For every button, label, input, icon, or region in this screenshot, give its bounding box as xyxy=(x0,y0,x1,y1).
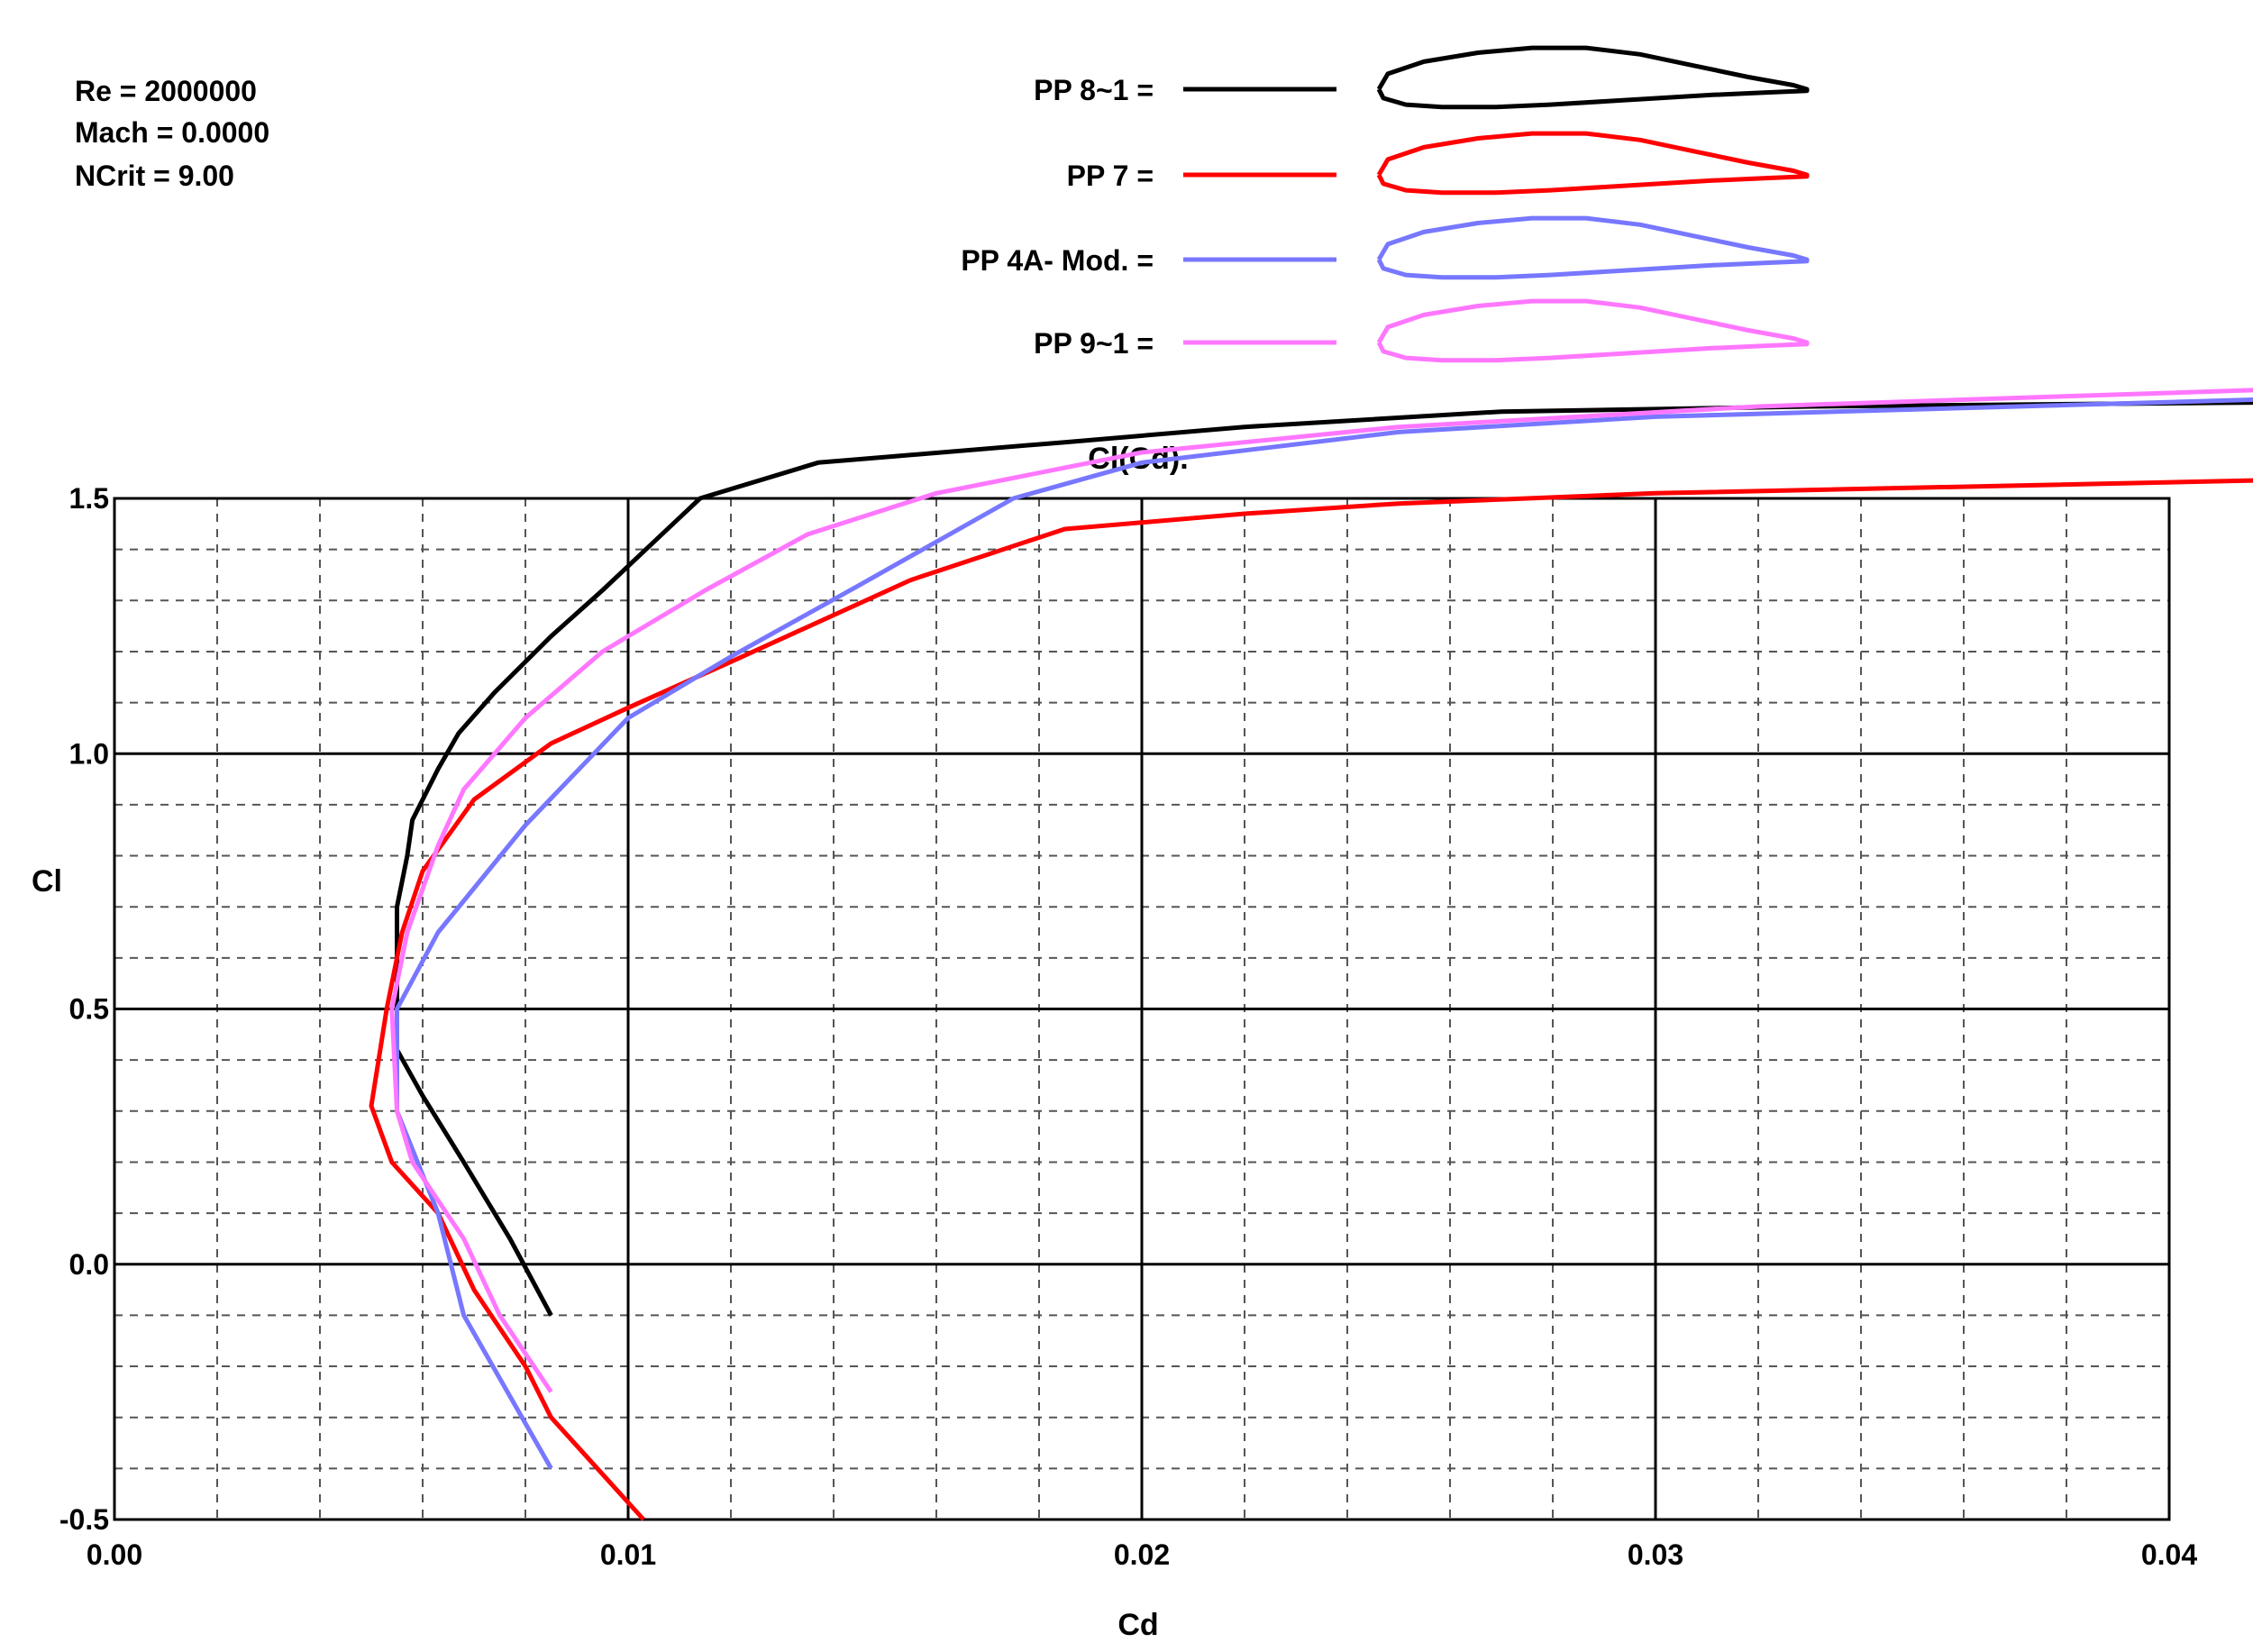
x-tick-label: 0.00 xyxy=(87,1538,142,1571)
y-tick-label: 1.5 xyxy=(69,482,109,515)
airfoil-outline-4 xyxy=(1376,298,1810,363)
y-tick-label: 0.5 xyxy=(69,993,109,1026)
mach-label: Mach = 0.0000 xyxy=(75,116,269,149)
series-line-4 xyxy=(389,388,2253,1393)
plot-frame xyxy=(113,497,2171,1521)
legend-label-1: PP 8~1 = xyxy=(1034,74,1154,106)
x-tick-label: 0.02 xyxy=(1114,1538,1170,1571)
airfoil-outline-2 xyxy=(1376,131,1810,196)
series-layer xyxy=(369,388,2253,1521)
airfoil-outline-3 xyxy=(1376,215,1810,280)
series-line-2 xyxy=(369,478,2253,1521)
x-tick-label: 0.01 xyxy=(600,1538,656,1571)
y-tick-labels: -0.5 0.0 0.5 1.0 1.5 xyxy=(59,482,109,1536)
legend-label-4: PP 9~1 = xyxy=(1034,327,1154,360)
series-line-3 xyxy=(395,397,2253,1470)
reynolds-label: Re = 2000000 xyxy=(75,75,257,107)
ncrit-label: NCrit = 9.00 xyxy=(75,160,234,192)
y-tick-label: -0.5 xyxy=(59,1503,109,1536)
airfoil-outline-1 xyxy=(1376,45,1810,110)
legend-label-2: PP 7 = xyxy=(1067,160,1154,192)
x-axis-label: Cd xyxy=(1117,1608,1158,1642)
x-tick-labels: 0.00 0.01 0.02 0.03 0.04 xyxy=(87,1538,2197,1571)
x-tick-label: 0.03 xyxy=(1628,1538,1683,1571)
y-tick-label: 0.0 xyxy=(69,1248,109,1281)
legend-label-3: PP 4A- Mod. = xyxy=(961,244,1154,277)
x-tick-label: 0.04 xyxy=(2141,1538,2197,1571)
legend: PP 8~1 = PP 7 = PP 4A- Mod. = PP 9~1 = xyxy=(961,45,1810,363)
y-axis-label: Cl xyxy=(32,864,62,899)
y-tick-label: 1.0 xyxy=(69,737,109,770)
series-line-1 xyxy=(395,400,2253,1317)
